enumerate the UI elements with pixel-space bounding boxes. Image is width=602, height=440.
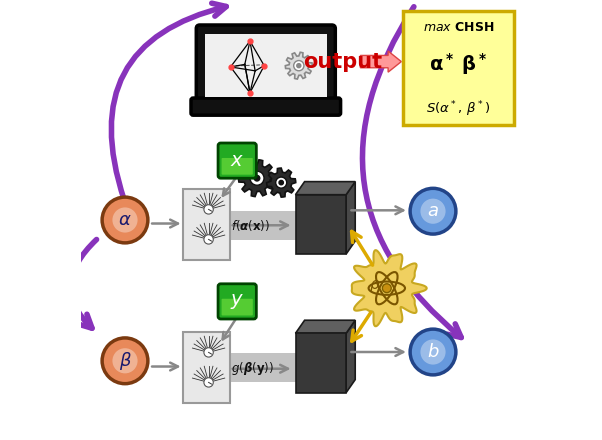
Circle shape [204, 205, 213, 214]
Circle shape [204, 348, 213, 357]
Circle shape [113, 348, 138, 374]
Polygon shape [285, 52, 312, 79]
Circle shape [102, 338, 148, 384]
Circle shape [294, 61, 304, 71]
Text: $\rho$: $\rho$ [369, 278, 380, 293]
Circle shape [382, 284, 391, 293]
FancyBboxPatch shape [205, 34, 326, 97]
Circle shape [204, 378, 213, 387]
FancyBboxPatch shape [222, 299, 253, 315]
FancyBboxPatch shape [222, 158, 253, 175]
FancyBboxPatch shape [218, 143, 256, 178]
FancyBboxPatch shape [218, 284, 256, 319]
FancyArrowPatch shape [362, 7, 461, 337]
FancyBboxPatch shape [296, 334, 346, 393]
Polygon shape [346, 182, 355, 254]
Text: $\beta$: $\beta$ [119, 350, 131, 372]
Circle shape [254, 176, 260, 181]
Text: $f(\boldsymbol{\alpha}(\mathbf{x}))$: $f(\boldsymbol{\alpha}(\mathbf{x}))$ [232, 218, 271, 233]
Circle shape [420, 339, 445, 365]
FancyBboxPatch shape [228, 211, 321, 240]
FancyBboxPatch shape [191, 98, 341, 115]
Circle shape [420, 198, 445, 224]
Text: $\mathit{x}$: $\mathit{x}$ [230, 151, 244, 170]
Text: output: output [303, 51, 382, 72]
Circle shape [279, 180, 284, 185]
Circle shape [297, 64, 301, 68]
Circle shape [410, 188, 456, 234]
Text: $b$: $b$ [427, 343, 439, 361]
Polygon shape [352, 250, 427, 326]
Text: $S(\alpha^*,\,\beta^*)$: $S(\alpha^*,\,\beta^*)$ [426, 99, 491, 119]
Circle shape [250, 171, 264, 185]
FancyArrowPatch shape [111, 3, 226, 200]
FancyBboxPatch shape [403, 11, 514, 125]
Polygon shape [238, 160, 276, 197]
FancyBboxPatch shape [296, 194, 346, 254]
Circle shape [410, 329, 456, 375]
FancyArrowPatch shape [71, 239, 96, 328]
Circle shape [102, 197, 148, 243]
Text: $\mathit{y}$: $\mathit{y}$ [230, 292, 244, 311]
Polygon shape [267, 168, 296, 197]
Polygon shape [296, 320, 355, 334]
Circle shape [276, 177, 287, 188]
FancyBboxPatch shape [196, 25, 335, 106]
Text: $\alpha$: $\alpha$ [118, 211, 132, 229]
Text: $g(\boldsymbol{\beta}(\mathbf{y}))$: $g(\boldsymbol{\beta}(\mathbf{y}))$ [232, 360, 275, 377]
Polygon shape [346, 320, 355, 393]
FancyArrow shape [361, 51, 402, 72]
FancyBboxPatch shape [183, 332, 230, 403]
Polygon shape [296, 182, 355, 194]
FancyBboxPatch shape [228, 353, 321, 382]
Text: $\mathit{max}$ CHSH: $\mathit{max}$ CHSH [423, 21, 494, 34]
Circle shape [204, 235, 213, 244]
Circle shape [113, 207, 138, 233]
Text: $a$: $a$ [427, 202, 439, 220]
FancyBboxPatch shape [183, 189, 230, 260]
Text: $\mathbf{\alpha^*}\ \mathbf{\beta^*}$: $\mathbf{\alpha^*}\ \mathbf{\beta^*}$ [429, 51, 488, 77]
